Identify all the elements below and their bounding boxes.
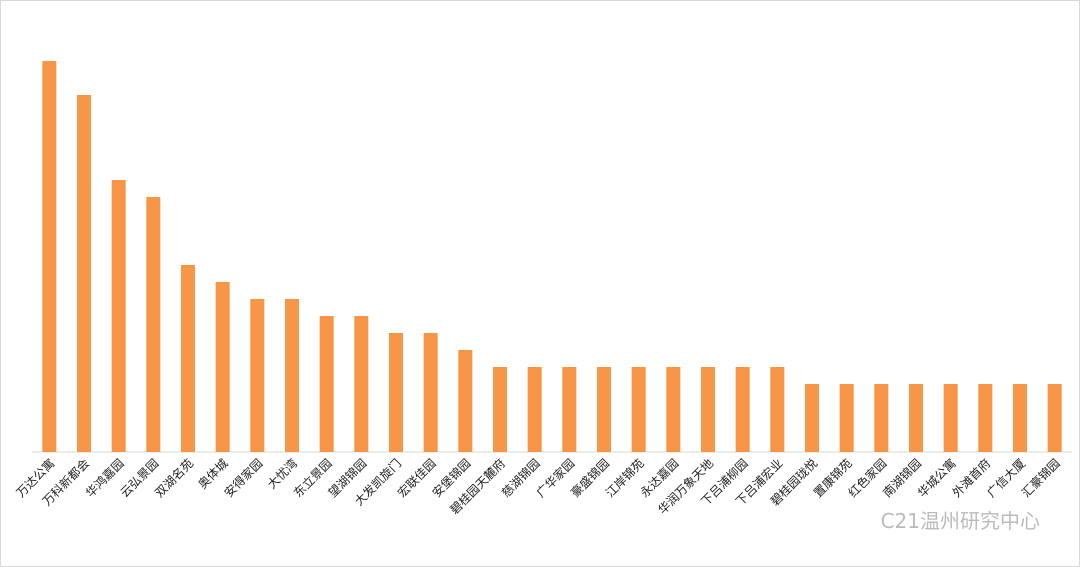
bar <box>285 299 299 452</box>
bar <box>215 282 230 452</box>
bar <box>631 367 646 452</box>
bar <box>1013 384 1027 452</box>
bar <box>319 316 334 452</box>
bar <box>909 384 923 452</box>
bar <box>423 333 438 452</box>
bar <box>597 367 611 452</box>
bar <box>562 367 577 452</box>
bar <box>493 367 507 452</box>
bar <box>458 350 473 452</box>
bar <box>805 384 819 452</box>
bar <box>181 265 195 452</box>
bar <box>978 384 993 452</box>
bar <box>874 384 889 452</box>
bar <box>146 197 161 452</box>
bar <box>666 367 681 452</box>
bar <box>701 367 715 452</box>
bar <box>1047 384 1062 452</box>
bar <box>250 299 265 452</box>
bar <box>389 333 403 452</box>
bar <box>77 95 91 452</box>
bar <box>839 384 854 452</box>
bar <box>42 61 57 452</box>
bar <box>527 367 542 452</box>
bar <box>943 384 958 452</box>
bar <box>111 180 126 452</box>
bar <box>354 316 369 452</box>
bar <box>735 367 750 452</box>
watermark: C21温州研究中心 <box>881 509 1040 533</box>
bar <box>770 367 785 452</box>
